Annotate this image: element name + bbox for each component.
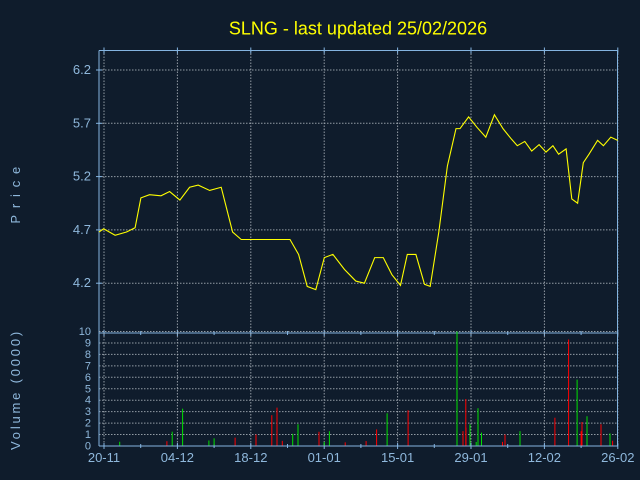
svg-text:12-02: 12-02 — [528, 450, 561, 465]
svg-text:4.2: 4.2 — [73, 275, 91, 290]
svg-text:8: 8 — [85, 349, 91, 361]
svg-text:2: 2 — [85, 418, 91, 430]
svg-text:7: 7 — [85, 360, 91, 372]
svg-text:5.7: 5.7 — [73, 115, 91, 130]
svg-text:6.2: 6.2 — [73, 62, 91, 77]
svg-text:01-01: 01-01 — [308, 450, 341, 465]
svg-text:04-12: 04-12 — [161, 450, 194, 465]
svg-text:29-01: 29-01 — [454, 450, 487, 465]
svg-text:10: 10 — [79, 326, 91, 338]
svg-text:15-01: 15-01 — [381, 450, 414, 465]
svg-text:1: 1 — [85, 429, 91, 441]
svg-text:5: 5 — [85, 383, 91, 395]
svg-text:5.2: 5.2 — [73, 169, 91, 184]
svg-text:9: 9 — [85, 337, 91, 349]
svg-text:26-02: 26-02 — [601, 450, 634, 465]
svg-text:3: 3 — [85, 406, 91, 418]
svg-text:Price: Price — [8, 160, 23, 224]
svg-text:4: 4 — [85, 395, 91, 407]
svg-text:6: 6 — [85, 372, 91, 384]
svg-text:Volume (0000): Volume (0000) — [8, 329, 23, 450]
svg-text:SLNG - last updated 25/02/2026: SLNG - last updated 25/02/2026 — [229, 19, 487, 39]
svg-text:4.7: 4.7 — [73, 222, 91, 237]
svg-text:18-12: 18-12 — [234, 450, 267, 465]
svg-text:20-11: 20-11 — [88, 450, 120, 465]
